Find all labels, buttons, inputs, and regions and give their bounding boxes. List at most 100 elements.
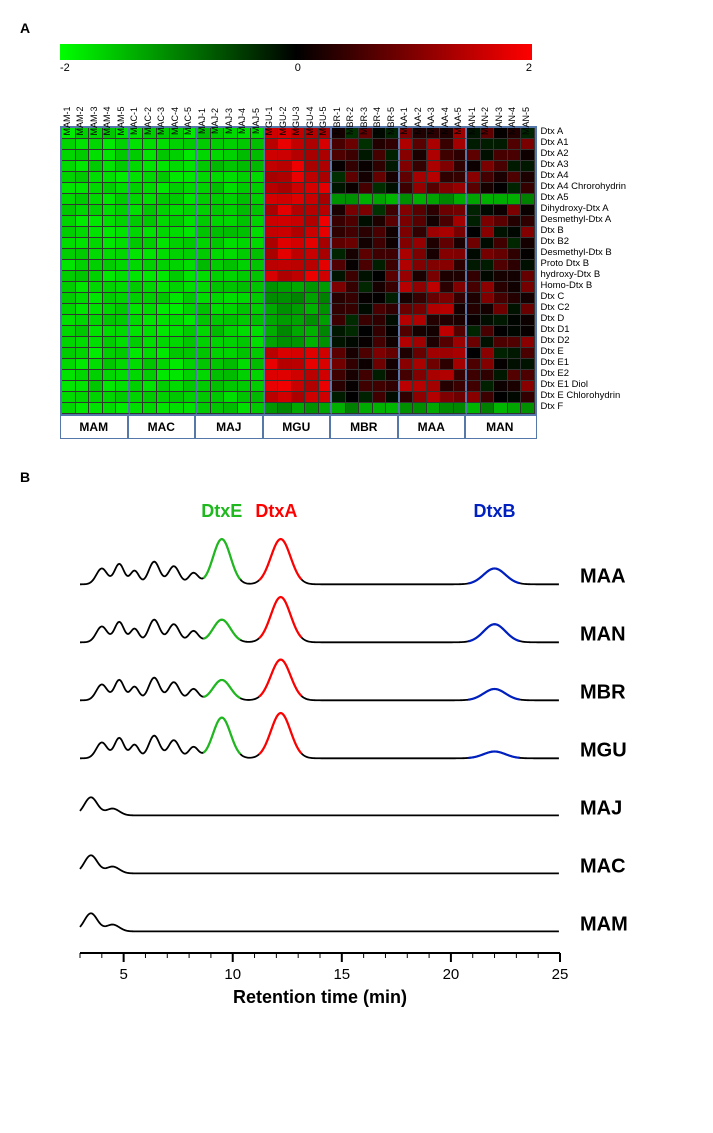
heatmap-cell: [62, 403, 76, 414]
heatmap-cell: [103, 392, 117, 403]
heatmap-cell: [319, 304, 333, 315]
heatmap-cell: [170, 238, 184, 249]
heatmap-cell: [467, 260, 481, 271]
heatmap-cell: [413, 172, 427, 183]
chromatogram-peak: [259, 713, 302, 754]
heatmap-cell: [346, 249, 360, 260]
heatmap-cell: [211, 348, 225, 359]
heatmap-cell: [467, 205, 481, 216]
heatmap-cell: [170, 403, 184, 414]
heatmap-cell: [305, 304, 319, 315]
column-label: MGU-3: [290, 78, 304, 126]
heatmap-cell: [508, 392, 522, 403]
heatmap-cell: [481, 249, 495, 260]
heatmap-cell: [143, 194, 157, 205]
heatmap-cell: [224, 348, 238, 359]
heatmap-cell: [427, 293, 441, 304]
heatmap-cell: [305, 227, 319, 238]
column-label: MAA-2: [411, 78, 425, 126]
heatmap-cell: [467, 150, 481, 161]
heatmap-cell: [103, 370, 117, 381]
heatmap-row: [62, 139, 535, 150]
heatmap-cell: [305, 249, 319, 260]
heatmap-cell: [481, 348, 495, 359]
heatmap-cell: [386, 161, 400, 172]
heatmap-cell: [265, 326, 279, 337]
heatmap-cell: [278, 381, 292, 392]
heatmap-cell: [103, 183, 117, 194]
column-label: MAA-3: [425, 78, 439, 126]
heatmap-cell: [359, 403, 373, 414]
colorbar: [60, 44, 532, 60]
heatmap-cell: [454, 249, 468, 260]
heatmap-cell: [238, 315, 252, 326]
column-label: MAJ-1: [195, 78, 209, 126]
heatmap-cell: [440, 304, 454, 315]
heatmap-row: [62, 161, 535, 172]
chromatogram-peak: [203, 620, 240, 640]
heatmap-cell: [278, 392, 292, 403]
heatmap-cell: [359, 249, 373, 260]
heatmap-cell: [211, 139, 225, 150]
heatmap-cell: [427, 403, 441, 414]
heatmap-cell: [319, 227, 333, 238]
heatmap-cell: [346, 392, 360, 403]
heatmap-cell: [224, 381, 238, 392]
x-axis-tick-label: 20: [443, 966, 460, 983]
heatmap-cell: [197, 161, 211, 172]
sample-label: MGU: [580, 739, 627, 761]
heatmap-cell: [332, 161, 346, 172]
group-label: MBR: [331, 416, 399, 438]
heatmap-cell: [130, 293, 144, 304]
heatmap-cell: [116, 161, 130, 172]
heatmap-cell: [346, 260, 360, 271]
heatmap-cell: [251, 359, 265, 370]
heatmap-cell: [521, 381, 535, 392]
heatmap-cell: [197, 359, 211, 370]
heatmap-cell: [143, 216, 157, 227]
heatmap-cell: [319, 293, 333, 304]
heatmap-cell: [251, 392, 265, 403]
heatmap-cell: [440, 348, 454, 359]
heatmap-cell: [211, 337, 225, 348]
heatmap-cell: [62, 150, 76, 161]
heatmap-cell: [197, 227, 211, 238]
heatmap-cell: [332, 271, 346, 282]
heatmap-cell: [251, 304, 265, 315]
heatmap-row: [62, 194, 535, 205]
heatmap-cell: [62, 326, 76, 337]
heatmap-cell: [278, 150, 292, 161]
heatmap-cell: [184, 293, 198, 304]
heatmap-cell: [427, 161, 441, 172]
heatmap-cell: [359, 150, 373, 161]
heatmap-cell: [224, 194, 238, 205]
heatmap-cell: [481, 282, 495, 293]
heatmap-row: [62, 150, 535, 161]
heatmap-cell: [278, 139, 292, 150]
heatmap-cell: [305, 337, 319, 348]
heatmap-row: [62, 304, 535, 315]
heatmap-cell: [413, 381, 427, 392]
heatmap-cell: [76, 403, 90, 414]
heatmap-cell: [184, 161, 198, 172]
heatmap-cell: [224, 249, 238, 260]
heatmap-cell: [386, 194, 400, 205]
heatmap-cell: [440, 205, 454, 216]
heatmap-cell: [386, 392, 400, 403]
heatmap-cell: [521, 282, 535, 293]
heatmap-cell: [305, 293, 319, 304]
heatmap-cell: [89, 216, 103, 227]
heatmap-cell: [440, 293, 454, 304]
chromatogram-peak: [259, 660, 302, 697]
heatmap-cell: [400, 205, 414, 216]
heatmap-cell: [76, 370, 90, 381]
heatmap-cell: [400, 315, 414, 326]
heatmap-cell: [116, 315, 130, 326]
heatmap-cell: [76, 172, 90, 183]
heatmap-cell: [224, 227, 238, 238]
heatmap-cell: [116, 370, 130, 381]
heatmap-cell: [467, 359, 481, 370]
heatmap-cell: [62, 216, 76, 227]
row-label: Dtx E1: [541, 357, 627, 368]
heatmap-cell: [130, 315, 144, 326]
